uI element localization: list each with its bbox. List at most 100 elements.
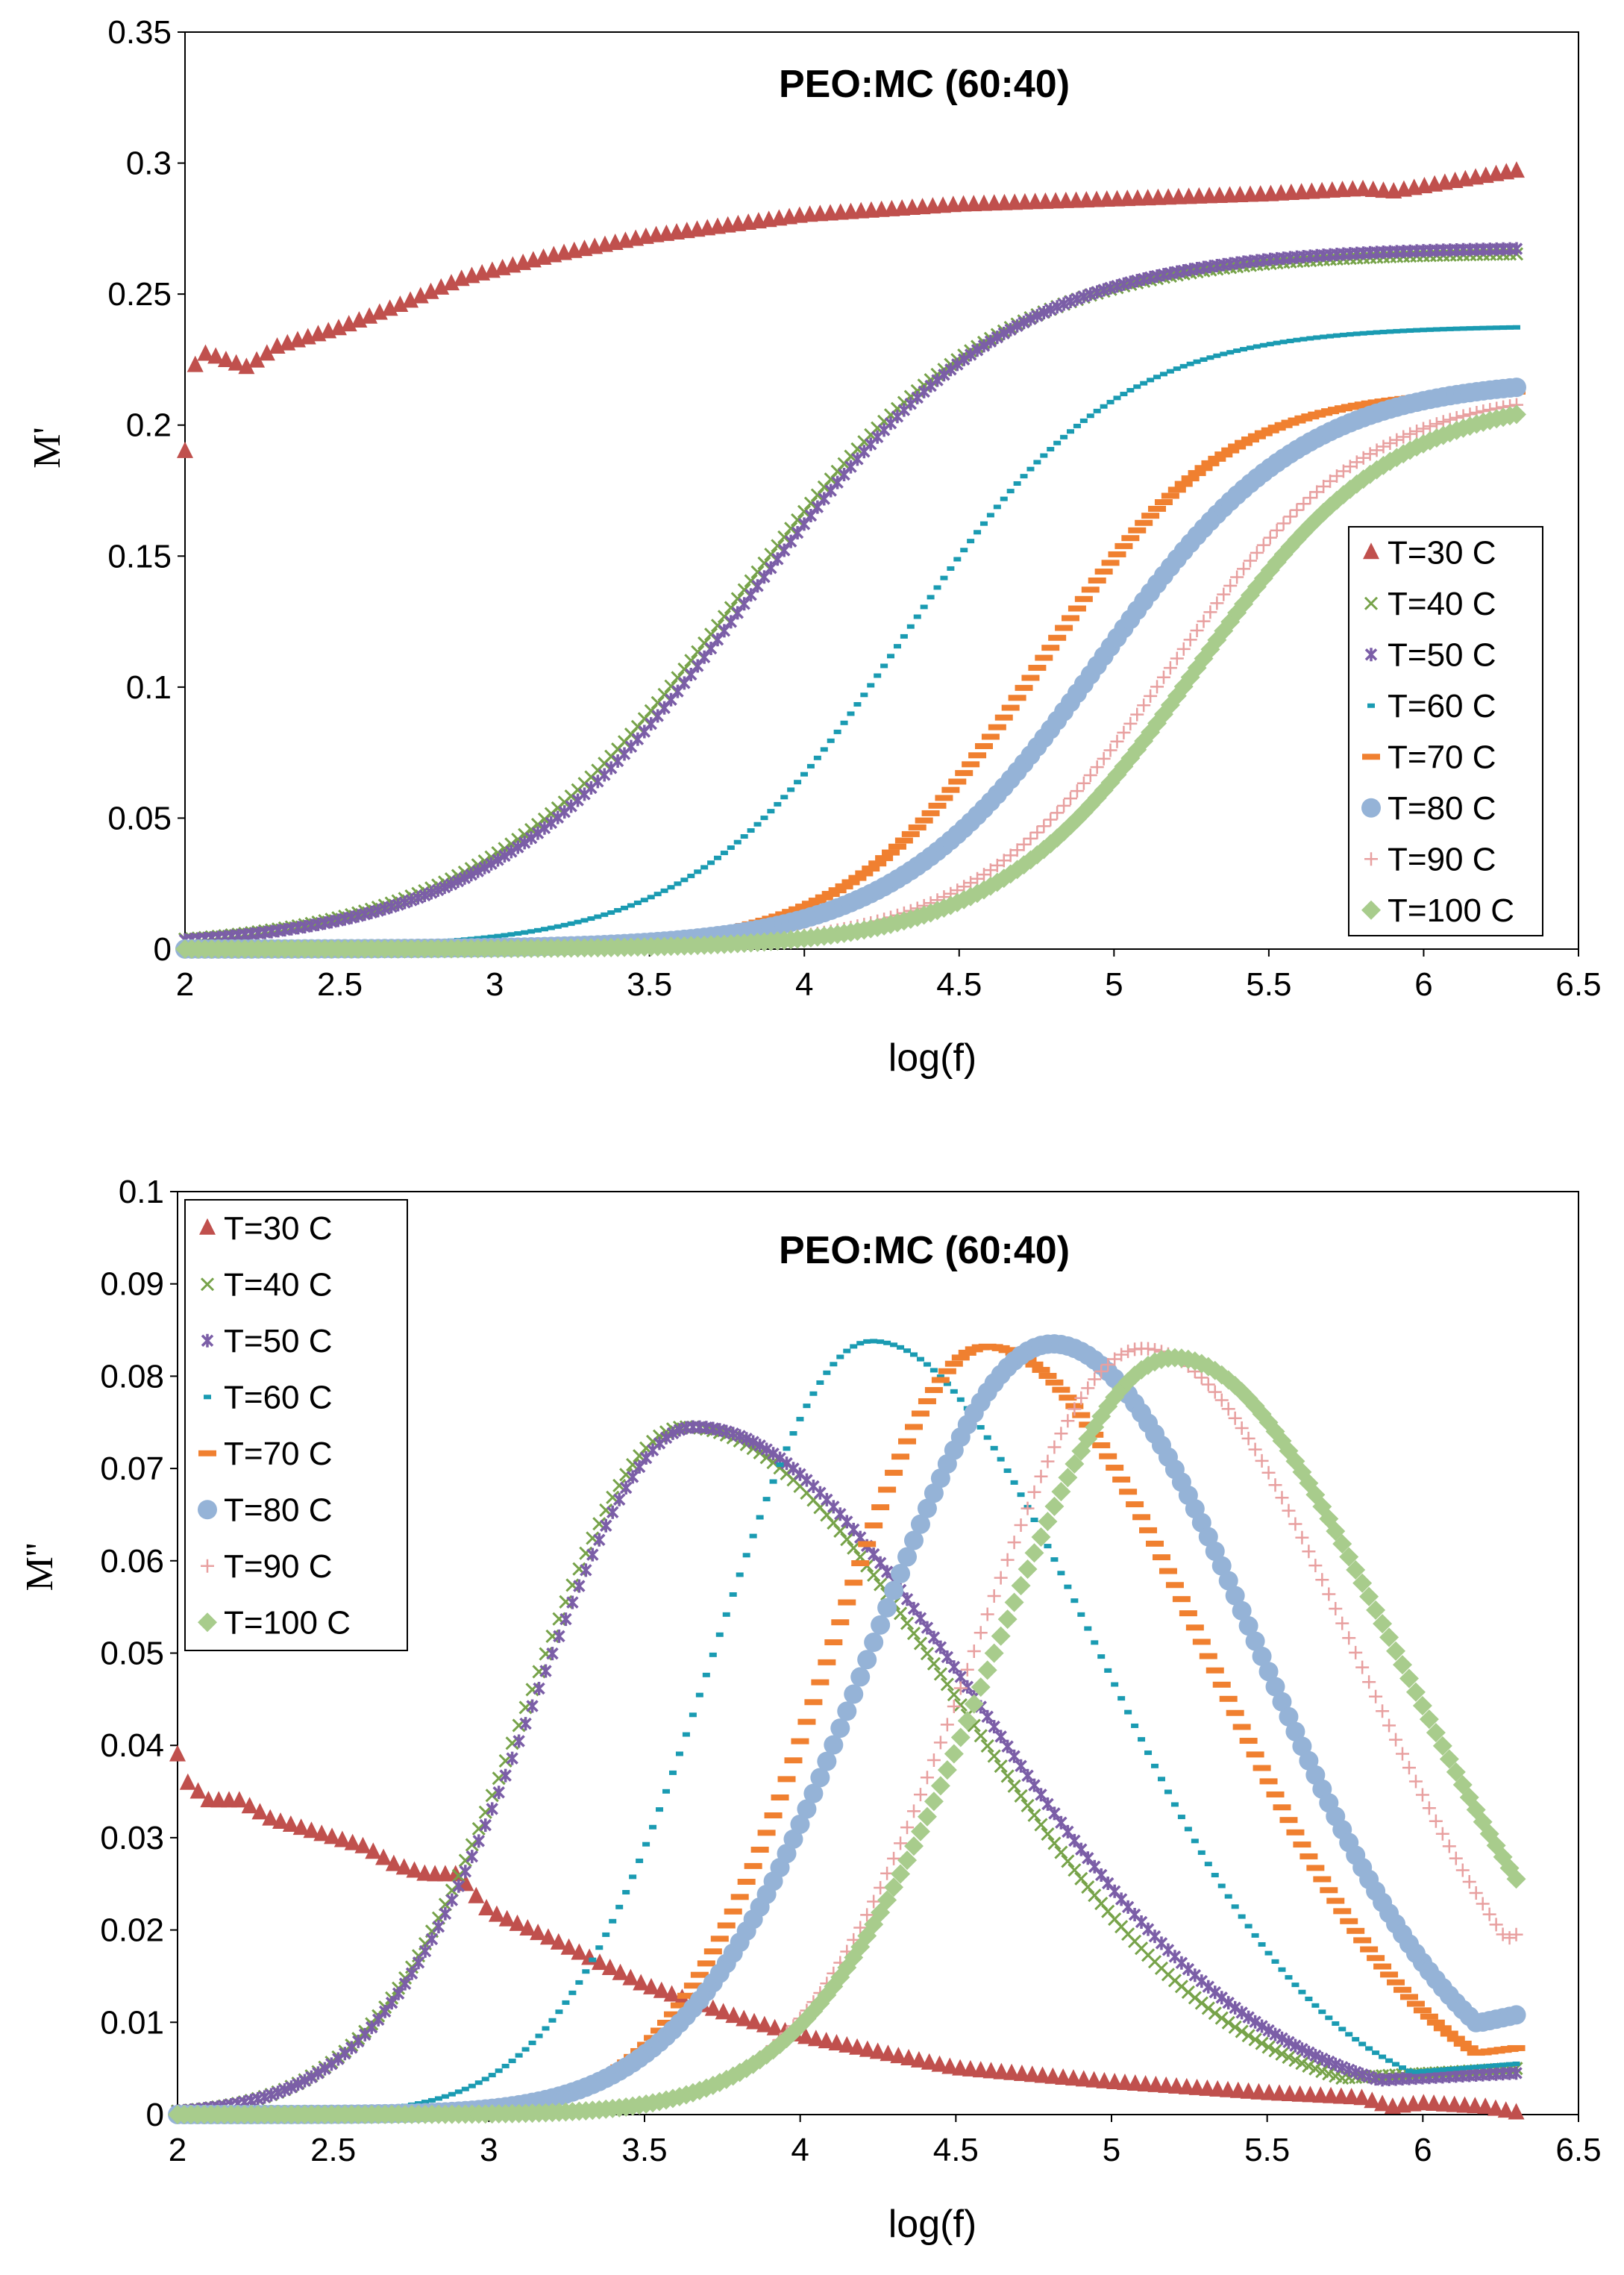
- data-point: [821, 891, 840, 898]
- data-point: [485, 857, 498, 871]
- data-point: [715, 1632, 724, 1637]
- data-point: [1214, 1393, 1229, 1407]
- data-point: [1393, 328, 1401, 334]
- data-point: [445, 1893, 459, 1907]
- data-point: [1265, 1677, 1285, 1697]
- data-point: [941, 786, 960, 793]
- data-point: [402, 291, 419, 308]
- data-point: [737, 1878, 756, 1885]
- data-point: [909, 1352, 918, 1357]
- data-point: [753, 822, 762, 827]
- data-point: [751, 579, 764, 593]
- data-point: [791, 513, 805, 527]
- data-point: [950, 1727, 971, 1747]
- data-point: [1075, 2070, 1092, 2087]
- data-point: [412, 891, 424, 905]
- data-point: [265, 2088, 278, 2102]
- data-point: [1152, 1554, 1170, 1561]
- data-point: [1440, 2030, 1458, 2037]
- data-point: [514, 931, 522, 936]
- data-point: [1273, 1804, 1291, 1811]
- data-point: [567, 921, 575, 926]
- data-point: [980, 1739, 994, 1753]
- data-point: [924, 1386, 943, 1393]
- legend-marker-icon: [1364, 852, 1378, 866]
- data-point: [890, 1342, 898, 1348]
- data-point: [1194, 465, 1213, 472]
- data-point: [1462, 1874, 1476, 1888]
- data-point: [521, 2047, 530, 2052]
- data-point: [1342, 1631, 1356, 1645]
- data-point: [1279, 1706, 1299, 1727]
- data-point: [914, 1611, 927, 1625]
- data-point: [900, 633, 908, 639]
- data-point: [1411, 2069, 1420, 2074]
- data-point: [1256, 538, 1270, 552]
- data-point: [1033, 460, 1041, 465]
- data-point: [1199, 2079, 1216, 2096]
- data-point: [527, 929, 536, 934]
- data-point: [1426, 1723, 1446, 1743]
- data-point: [900, 2049, 918, 2066]
- data-point: [830, 1718, 850, 1739]
- data-point: [427, 2097, 436, 2103]
- data-point: [1506, 2005, 1526, 2025]
- data-point: [465, 868, 478, 882]
- data-point: [1259, 342, 1267, 348]
- data-point: [1170, 651, 1184, 666]
- data-point: [1014, 1518, 1028, 1533]
- data-point: [1139, 1527, 1158, 1533]
- data-point: [1479, 2064, 1487, 2069]
- data-point: [1326, 1897, 1345, 1904]
- data-point: [1151, 1763, 1159, 1768]
- data-point: [221, 1791, 238, 1808]
- legend-label: T=100 C: [224, 1604, 351, 1641]
- data-point: [1010, 1480, 1018, 1485]
- x-tick-label: 6.5: [1555, 966, 1601, 1003]
- series-30c: [169, 1744, 1525, 2120]
- data-point: [1081, 1381, 1095, 1395]
- data-point: [392, 898, 404, 912]
- data-point: [1032, 1366, 1050, 1373]
- x-tick-label: 6: [1414, 966, 1432, 1003]
- data-point: [670, 2002, 689, 2009]
- data-point: [1048, 1806, 1061, 1821]
- data-point: [1197, 614, 1211, 628]
- data-point: [1279, 1817, 1298, 1824]
- data-point: [1010, 843, 1024, 857]
- data-point: [663, 1985, 680, 2002]
- data-point: [974, 742, 993, 749]
- data-point: [319, 2062, 331, 2076]
- data-point: [746, 2012, 763, 2030]
- data-point: [1264, 1950, 1273, 1956]
- data-point: [1253, 1765, 1271, 1771]
- data-point: [660, 888, 668, 893]
- data-point: [1156, 670, 1170, 684]
- data-point: [1117, 725, 1131, 739]
- data-point: [883, 1340, 891, 1345]
- data-point: [863, 1339, 871, 1344]
- data-point: [1184, 1827, 1192, 1832]
- data-point: [1273, 340, 1281, 345]
- data-point: [548, 2018, 557, 2023]
- data-point: [933, 1736, 947, 1750]
- data-point: [1226, 1709, 1244, 1716]
- data-point: [285, 2080, 298, 2094]
- data-point: [1402, 1761, 1416, 1775]
- data-point: [1092, 1442, 1111, 1448]
- data-point: [1489, 1918, 1503, 1932]
- data-point: [452, 1879, 465, 1893]
- data-point: [838, 1599, 856, 1606]
- data-point: [976, 1424, 985, 1430]
- data-point: [1492, 2063, 1500, 2068]
- data-point: [893, 644, 901, 649]
- data-point: [1079, 418, 1088, 423]
- data-point: [238, 357, 255, 375]
- data-point: [993, 504, 1001, 510]
- data-point: [1292, 1736, 1312, 1756]
- data-point: [818, 2032, 835, 2049]
- data-point: [1413, 2007, 1432, 2014]
- data-point: [1366, 1600, 1386, 1620]
- legend-item: T=60 C: [204, 1379, 333, 1415]
- data-point: [1099, 1453, 1117, 1459]
